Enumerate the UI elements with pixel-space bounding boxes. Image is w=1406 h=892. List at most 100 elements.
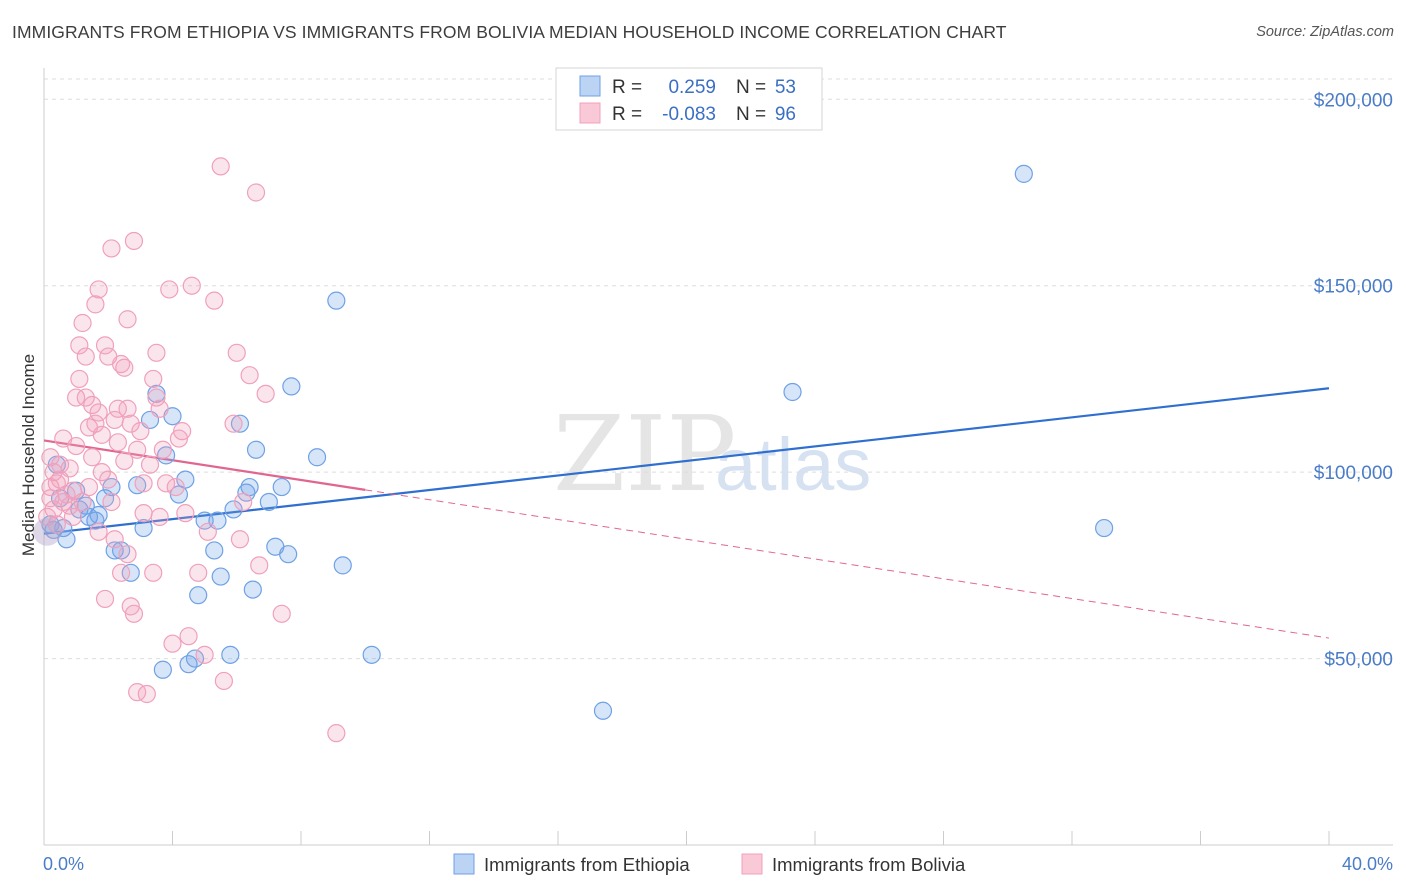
ethiopia-point <box>272 477 291 497</box>
legend-n-value: 96 <box>775 104 796 125</box>
bolivia-point <box>163 634 182 653</box>
bolivia-point <box>105 530 124 549</box>
bolivia-point <box>198 522 217 541</box>
bolivia-point <box>179 627 198 646</box>
ethiopia-point <box>221 645 240 664</box>
series-legend: Immigrants from Ethiopia Immigrants from… <box>453 853 966 875</box>
legend-r-value: -0.083 <box>662 104 716 125</box>
bolivia-trend-line-solid <box>43 439 366 491</box>
legend-swatch-bolivia <box>579 102 601 124</box>
bolivia-point <box>134 474 153 493</box>
bolivia-point <box>76 347 95 366</box>
bolivia-point <box>95 336 115 355</box>
bolivia-point <box>144 563 163 582</box>
trend-lines <box>43 387 1330 639</box>
y-tick-label: $100,000 <box>1314 463 1393 484</box>
ethiopia-point <box>189 586 208 605</box>
ethiopia-point <box>307 448 327 467</box>
bolivia-point <box>111 563 131 582</box>
bolivia-point <box>144 369 163 389</box>
bolivia-point <box>327 724 346 743</box>
bolivia-point <box>250 556 269 575</box>
ethiopia-point <box>153 660 172 679</box>
bolivia-point <box>92 463 111 482</box>
ethiopia-point <box>282 377 301 396</box>
bolivia-point <box>102 239 121 258</box>
y-tick-label: $50,000 <box>1324 650 1393 671</box>
bolivia-point <box>89 403 108 422</box>
ethiopia-point <box>259 492 278 512</box>
bolivia-point <box>134 504 153 523</box>
bolivia-point <box>50 455 70 474</box>
bolivia-point <box>147 343 166 362</box>
ethiopia-point <box>279 545 298 564</box>
bolivia-point <box>153 440 172 459</box>
bolivia-point <box>205 291 224 310</box>
ethiopia-point <box>246 440 266 459</box>
bolivia-point <box>173 422 192 441</box>
ethiopia-point <box>224 500 243 519</box>
ethiopia-point <box>211 567 230 586</box>
bolivia-point <box>150 507 169 526</box>
bolivia-point <box>118 399 137 418</box>
series-legend-swatch-bolivia <box>741 853 763 875</box>
bolivia-point <box>240 366 259 385</box>
bolivia-point <box>108 433 127 452</box>
bolivia-point <box>124 231 144 251</box>
ethiopia-point <box>783 382 802 402</box>
legend-n-label: N = <box>736 77 766 98</box>
bolivia-point <box>195 645 214 664</box>
bolivia-point <box>99 470 118 489</box>
bolivia-point <box>89 280 108 299</box>
watermark-zip: ZIP <box>553 393 736 515</box>
axes <box>43 68 1393 846</box>
bolivia-point <box>63 507 83 526</box>
y-axis-label: Median Household Income <box>19 354 38 556</box>
bolivia-point <box>227 343 246 362</box>
bolivia-point <box>118 545 137 564</box>
series-legend-label-ethiopia: Immigrants from Ethiopia <box>484 854 690 875</box>
y-tick-label: $200,000 <box>1314 90 1393 111</box>
bolivia-point <box>38 507 57 526</box>
bolivia-point <box>234 492 253 512</box>
bolivia-point <box>83 448 102 467</box>
ethiopia-point <box>134 518 153 538</box>
bolivia-point <box>47 515 66 534</box>
watermark-atlas: atlas <box>715 423 871 506</box>
bolivia-point <box>211 157 230 176</box>
bolivia-point <box>102 492 121 512</box>
series-legend-swatch-ethiopia <box>453 853 475 875</box>
bolivia-point <box>128 440 147 459</box>
ethiopia-point <box>128 476 147 495</box>
bolivia-point <box>60 459 79 478</box>
bolivia-point <box>54 429 73 448</box>
legend-r-value: 0.259 <box>668 77 716 98</box>
bolivia-point <box>41 448 60 467</box>
bolivia-point <box>131 422 150 441</box>
bolivia-point <box>156 474 176 493</box>
bolivia-point <box>95 589 115 609</box>
ethiopia-point <box>185 649 205 668</box>
bolivia-point <box>182 276 201 295</box>
bolivia-point <box>86 414 105 433</box>
legend-swatch-ethiopia <box>579 75 601 97</box>
bolivia-point <box>79 477 99 497</box>
ethiopia-point <box>1095 518 1114 538</box>
ethiopia-point <box>121 563 140 582</box>
chart-title: IMMIGRANTS FROM ETHIOPIA VS IMMIGRANTS F… <box>12 22 1007 42</box>
ethiopia-point <box>86 511 105 530</box>
bolivia-point <box>160 280 179 299</box>
ethiopia-point <box>156 446 176 465</box>
bolivia-point <box>256 384 275 403</box>
bolivia-point <box>92 425 111 444</box>
bolivia-point <box>108 399 127 418</box>
bolivia-point <box>140 455 160 474</box>
bolivia-point <box>230 530 250 549</box>
bolivia-point <box>121 414 140 433</box>
bolivia-point <box>70 369 89 389</box>
bolivia-point <box>137 684 156 704</box>
bolivia-point <box>246 183 266 202</box>
ethiopia-point <box>243 580 262 599</box>
series-legend-label-bolivia: Immigrants from Bolivia <box>772 854 966 875</box>
source-credit: Source: ZipAtlas.com <box>1256 24 1394 40</box>
